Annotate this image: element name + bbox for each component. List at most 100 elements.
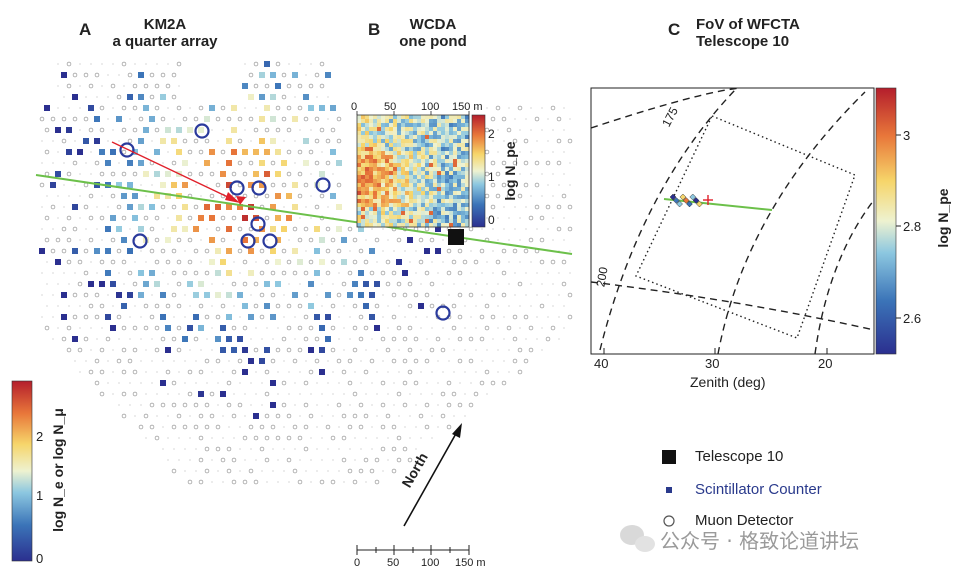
array-point bbox=[112, 63, 114, 65]
wcda-cell bbox=[465, 163, 470, 168]
wcda-cell bbox=[369, 159, 374, 164]
wcda-cell bbox=[429, 211, 434, 216]
scintillator-counter bbox=[270, 72, 276, 78]
wcda-cell bbox=[425, 223, 430, 228]
muon-detector-marker bbox=[121, 127, 127, 133]
array-point bbox=[497, 327, 499, 329]
muon-detector-marker bbox=[149, 402, 155, 408]
array-point bbox=[530, 305, 532, 307]
array-point bbox=[387, 459, 389, 461]
wcda-cell bbox=[369, 123, 374, 128]
muon-detector-marker bbox=[231, 479, 237, 485]
wcda-cell bbox=[465, 199, 470, 204]
wcda-cell bbox=[425, 115, 430, 120]
array-point bbox=[294, 162, 296, 164]
wcda-cell bbox=[449, 179, 454, 184]
muon-detector-marker bbox=[182, 402, 188, 408]
wcda-cell bbox=[389, 155, 394, 160]
scintillator-counter bbox=[242, 149, 248, 155]
wcda-cell bbox=[369, 211, 374, 216]
muon-detector-marker bbox=[550, 325, 556, 331]
wcda-cell bbox=[409, 171, 414, 176]
array-point bbox=[90, 173, 92, 175]
wcda-cell bbox=[429, 155, 434, 160]
array-point bbox=[332, 283, 334, 285]
scintillator-counter bbox=[215, 270, 221, 276]
wcda-cell bbox=[465, 187, 470, 192]
muon-detector-marker bbox=[61, 248, 67, 254]
muon-detector-marker bbox=[314, 72, 320, 78]
fov-track-line bbox=[663, 198, 773, 211]
array-point bbox=[541, 151, 543, 153]
wcda-cell bbox=[465, 175, 470, 180]
array-point bbox=[387, 305, 389, 307]
array-point bbox=[404, 250, 406, 252]
array-point bbox=[316, 448, 318, 450]
array-point bbox=[536, 140, 538, 142]
wcda-cell bbox=[385, 159, 390, 164]
panel-a-title-line2: a quarter array bbox=[112, 33, 218, 50]
array-point bbox=[162, 360, 164, 362]
array-point bbox=[145, 261, 147, 263]
muon-detector-marker bbox=[77, 259, 83, 265]
scintillator-counter bbox=[138, 94, 144, 100]
muon-detector-marker bbox=[407, 369, 413, 375]
array-point bbox=[85, 96, 87, 98]
wcda-cell bbox=[397, 167, 402, 172]
wcda-cell bbox=[461, 167, 466, 172]
muon-detector-marker bbox=[495, 105, 501, 111]
array-point bbox=[211, 437, 213, 439]
muon-detector-marker bbox=[479, 314, 485, 320]
fov-colorbar-ticks bbox=[896, 134, 901, 319]
wcda-cell bbox=[461, 123, 466, 128]
muon-detector-marker bbox=[319, 127, 325, 133]
wcda-cell bbox=[405, 127, 410, 132]
array-point bbox=[464, 371, 466, 373]
array-point bbox=[145, 63, 147, 65]
array-point bbox=[508, 217, 510, 219]
muon-detector-marker bbox=[187, 259, 193, 265]
wcda-cell bbox=[357, 127, 362, 132]
muon-detector-marker bbox=[286, 435, 292, 441]
array-point bbox=[310, 129, 312, 131]
wcda-cell bbox=[377, 119, 382, 124]
muon-detector-marker bbox=[66, 83, 72, 89]
scintillator-counter bbox=[160, 314, 166, 320]
wcda-cell bbox=[421, 139, 426, 144]
muon-detector-marker bbox=[66, 171, 72, 177]
scintillator-counter bbox=[193, 314, 199, 320]
array-point bbox=[354, 437, 356, 439]
wcda-cell bbox=[457, 143, 462, 148]
azimuth-contour-175 bbox=[591, 88, 741, 129]
muon-detector-marker bbox=[77, 347, 83, 353]
array-point bbox=[497, 217, 499, 219]
wcda-cell bbox=[417, 179, 422, 184]
muon-detector-marker bbox=[193, 248, 199, 254]
array-point bbox=[530, 173, 532, 175]
scintillator-counter bbox=[424, 248, 430, 254]
muon-detector-marker bbox=[341, 281, 347, 287]
array-point bbox=[387, 327, 389, 329]
muon-detector-marker bbox=[352, 413, 358, 419]
wcda-cell bbox=[453, 203, 458, 208]
wcda-cell bbox=[457, 151, 462, 156]
wcda-pond-heatmap bbox=[357, 115, 470, 228]
array-point bbox=[101, 195, 103, 197]
muon-detector-marker bbox=[160, 248, 166, 254]
muon-detector-marker bbox=[457, 358, 463, 364]
array-point bbox=[310, 173, 312, 175]
wcda-cell bbox=[421, 171, 426, 176]
muon-detector-marker bbox=[341, 369, 347, 375]
muon-detector-marker bbox=[286, 347, 292, 353]
scintillator-counter bbox=[165, 347, 171, 353]
wcda-cell bbox=[433, 211, 438, 216]
array-point bbox=[244, 63, 246, 65]
wcda-cell bbox=[377, 223, 382, 228]
array-point bbox=[426, 338, 428, 340]
array-point bbox=[255, 371, 257, 373]
wcda-cell bbox=[413, 119, 418, 124]
muon-detector-marker bbox=[171, 424, 177, 430]
muon-detector-marker bbox=[391, 270, 397, 276]
muon-detector-marker bbox=[358, 402, 364, 408]
scintillator-counter bbox=[187, 127, 193, 133]
